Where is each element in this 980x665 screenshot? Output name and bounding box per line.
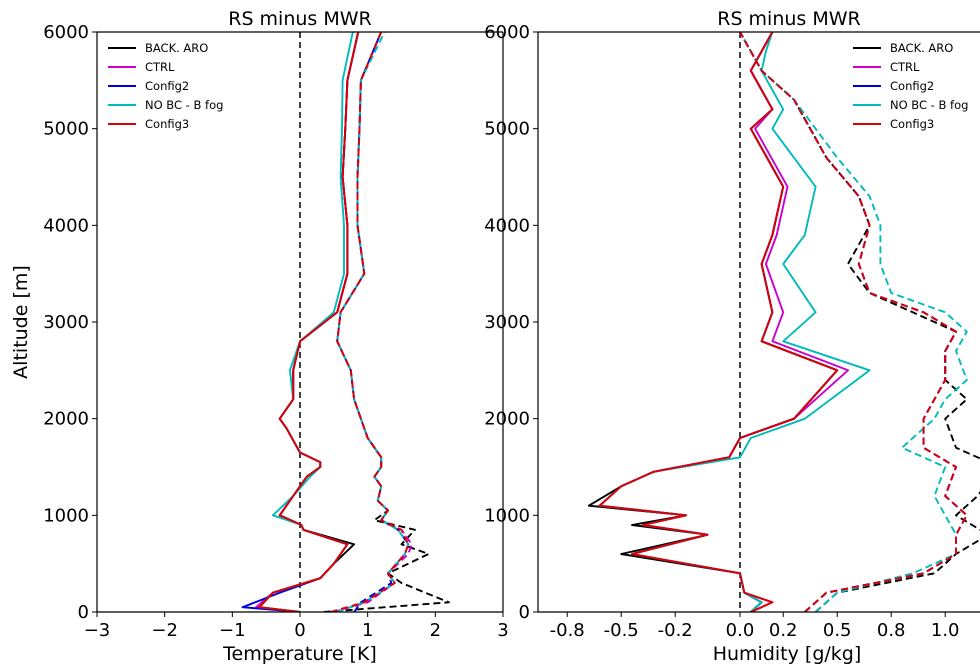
x-tick-label: −3 [84,620,111,641]
legend-label: BACK. ARO [145,41,208,55]
x-tick-label: -0.2 [658,620,693,641]
y-tick-label: 1000 [43,505,89,526]
y-tick-label: 5000 [484,119,530,140]
x-tick-label: 2 [430,620,441,641]
legend-label: CTRL [145,60,175,74]
y-tick-label: 4000 [484,215,530,236]
x-axis-label: Temperature [K] [222,643,377,665]
x-tick-label: 0 [294,620,305,641]
x-tick-label: 0.2 [769,620,798,641]
x-axis-label: Humidity [g/kg] [713,643,862,665]
temperature-panel: RS minus MWR −3 −2 −1 0 1 2 3 0 1000 2000 3000 4000 5… [10,8,509,665]
legend-label: BACK. ARO [890,41,953,55]
series-line-back-aro-solid [587,32,839,612]
y-tick-label: 0 [78,602,89,623]
y-tick-label: 6000 [484,22,530,43]
y-tick-label: 3000 [43,312,89,333]
series-line-no-bc-b-fog-dashed [336,32,410,612]
legend: BACK. ARO CTRL Config2 NO BC - B fog Config3 [853,41,968,131]
y-tick-label: 4000 [43,215,89,236]
x-tick-label: 3 [497,620,508,641]
legend-label: NO BC - B fog [890,98,968,112]
chart-title: RS minus MWR [717,8,861,30]
chart-title: RS minus MWR [228,8,372,30]
x-tick-label: −1 [219,620,246,641]
y-tick-label: 2000 [484,409,530,430]
x-tick-label: -0.5 [604,620,639,641]
x-tick-label: 0.8 [877,620,906,641]
y-tick-label: 1000 [484,505,530,526]
series-line-config3-solid [598,32,839,612]
y-tick-label: 5000 [43,119,89,140]
legend-label: Config2 [890,79,934,93]
series-line-config3-dashed [739,32,968,612]
plot-area [241,32,450,612]
y-tick-label: 2000 [43,409,89,430]
x-tick-label: −2 [151,620,178,641]
y-tick-label: 0 [519,602,530,623]
humidity-panel: RS minus MWR -0.8 -0.5 -0.2 0.0 0.2 0.5 0.8 1.0 0… [484,8,980,665]
x-tick-label: -0.8 [550,620,585,641]
x-tick-label: 1 [362,620,373,641]
legend-label: Config3 [890,117,934,131]
legend-label: NO BC - B fog [145,98,223,112]
series-line-config3-dashed [330,32,410,612]
y-axis-label: Altitude [m] [10,265,32,379]
x-tick-label: 0.5 [823,620,852,641]
legend: BACK. ARO CTRL Config2 NO BC - B fog Config3 [108,41,223,131]
series-line-no-bc-b-fog-solid [598,32,871,612]
legend-label: Config3 [145,117,189,131]
y-tick-label: 3000 [484,312,530,333]
series-line-config3-solid [258,32,360,612]
series-line-back-aro-solid [258,32,360,612]
y-tick-label: 6000 [43,22,89,43]
legend-label: Config2 [145,79,189,93]
x-tick-label: 1.0 [931,620,960,641]
plot-area [587,32,980,612]
legend-label: CTRL [890,60,920,74]
x-tick-label: 0.0 [726,620,755,641]
series-line-back-aro-dashed [739,32,980,612]
series-line-config2-dashed [336,32,410,612]
